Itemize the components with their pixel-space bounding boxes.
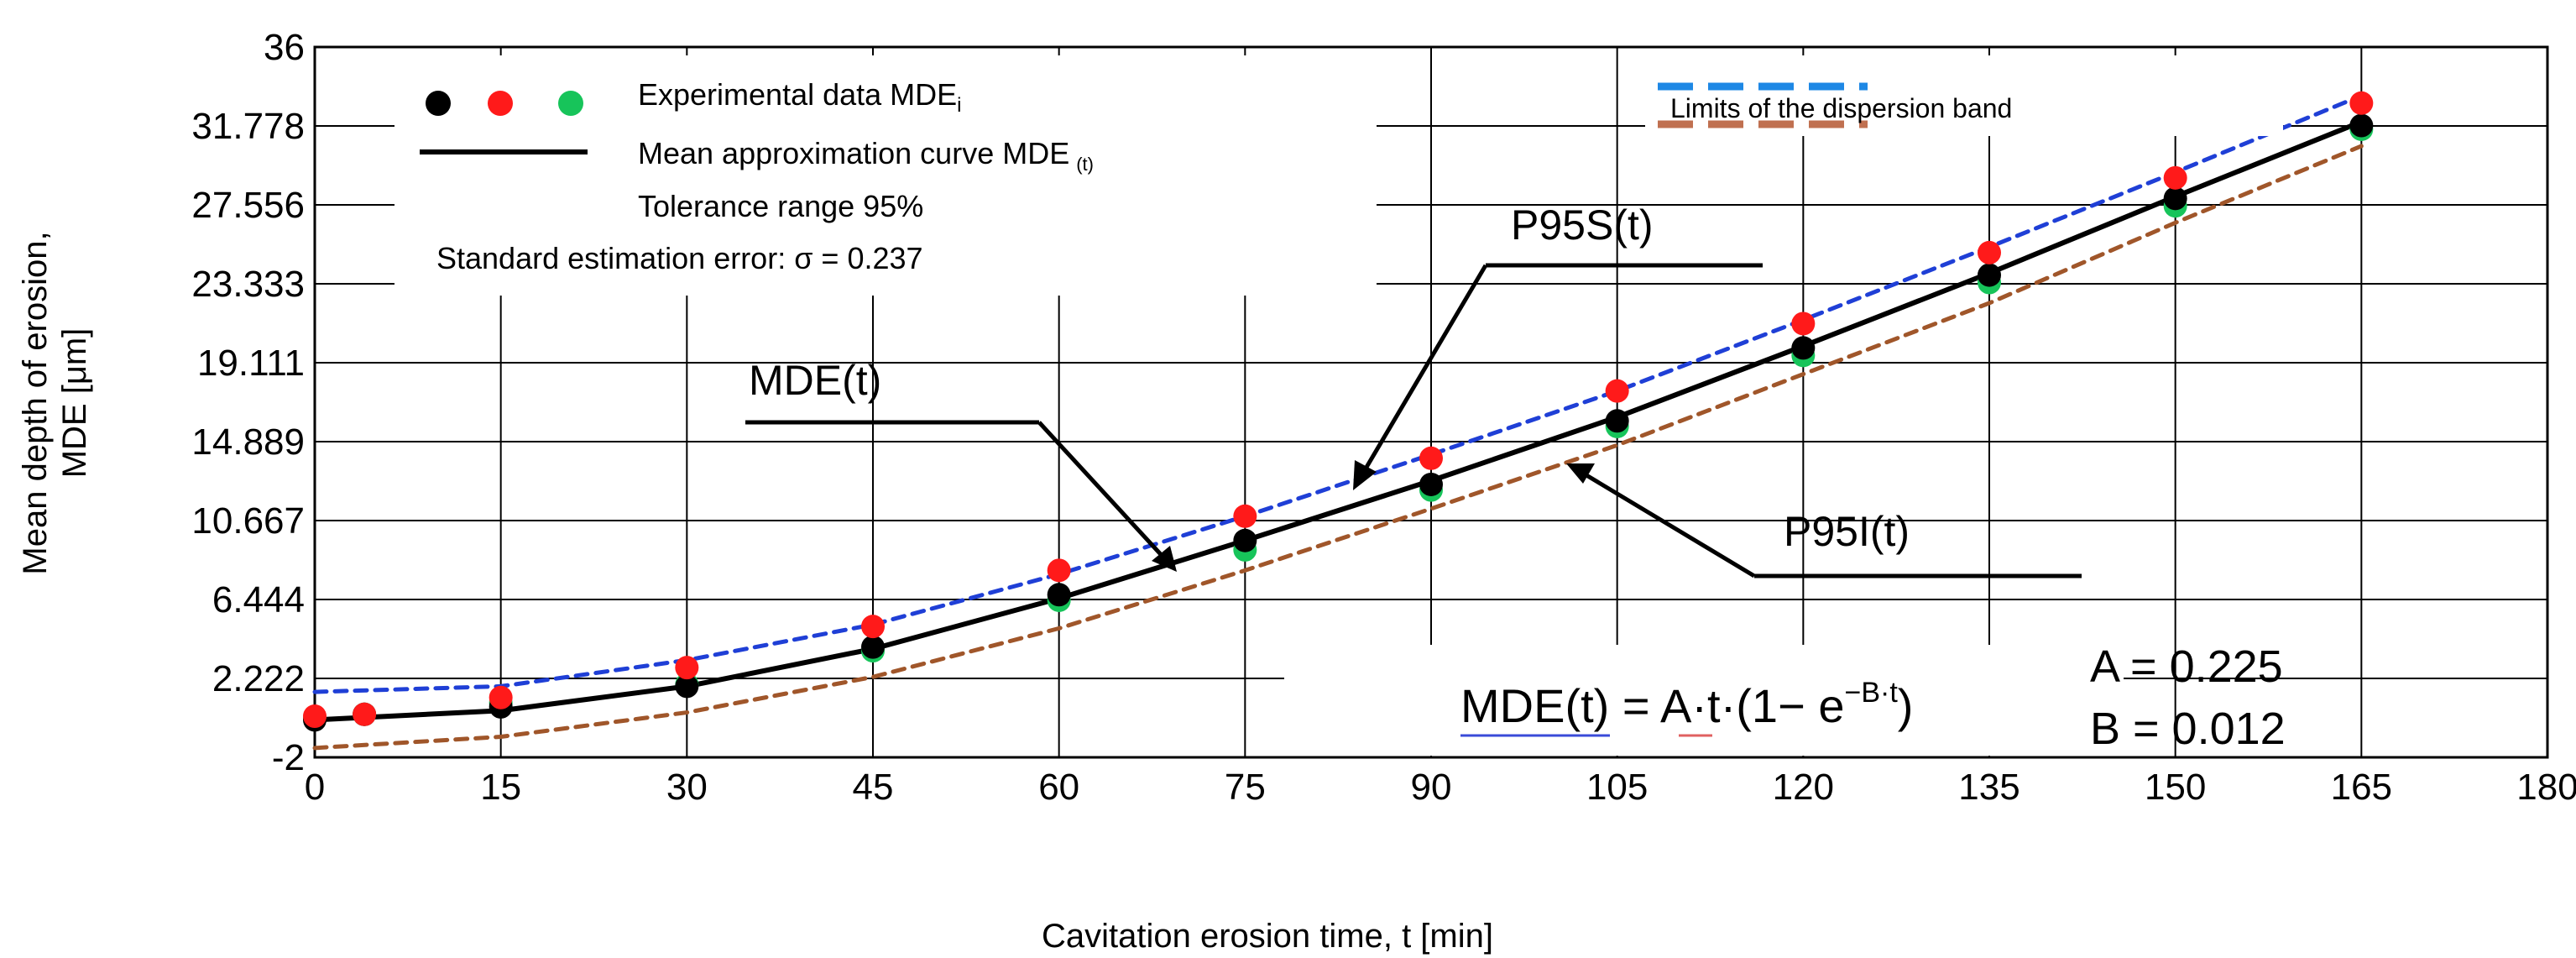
y-tick-label: 14.889 [191, 421, 305, 463]
y-axis-label-line1: Mean depth of erosion, [17, 231, 54, 574]
formula-exponent: −B·t [1844, 677, 1898, 709]
formula-paren-open: ( [1736, 679, 1752, 732]
x-tick-label: 15 [480, 767, 521, 808]
legend-tolerance-label: Tolerance range 95% [638, 189, 923, 223]
legend-limits-background [1645, 55, 2283, 136]
x-tick-label: 105 [1586, 767, 1648, 808]
legend-experimental-subscript: i [957, 94, 961, 117]
legend-experimental-text: Experimental data MDE [638, 77, 957, 112]
y-tick-labels: -2 2.222 6.444 10.667 14.889 19.111 23.333 27.5… [191, 27, 305, 778]
annotation-p95i-arrow-shaft [1576, 468, 1756, 578]
data-point [675, 656, 699, 680]
annotation-mde-arrow-shaft [1037, 421, 1168, 563]
y-tick-label: 2.222 [212, 658, 305, 699]
x-tick-label: 150 [2145, 767, 2206, 808]
legend-std-error-label: Standard estimation error: σ = 0.237 [436, 241, 923, 275]
x-tick-label: 135 [1958, 767, 2020, 808]
annotation-mde-arrowhead [1152, 546, 1177, 572]
data-point [353, 702, 377, 726]
data-point [1419, 446, 1443, 470]
y-tick-label: 6.444 [212, 579, 305, 620]
annotation-p95s: P95S(t) [1511, 202, 1654, 249]
x-tick-label: 60 [1038, 767, 1079, 808]
legend-experimental-label: Experimental data MDEi [638, 77, 962, 117]
data-point [1233, 528, 1257, 552]
y-tick-label: 19.111 [197, 343, 305, 384]
annotation-p95i: P95I(t) [1784, 508, 1910, 555]
data-point [1233, 504, 1257, 528]
data-point [2349, 91, 2374, 115]
formula-background [1284, 645, 2124, 756]
formula-one-minus-e: 1− e [1752, 679, 1845, 732]
upper-limit-curve [312, 93, 2364, 694]
x-tick-label: 30 [666, 767, 708, 808]
legend-marker-red [488, 91, 513, 116]
x-tick-label: 0 [305, 767, 325, 808]
y-tick-label: 23.333 [191, 264, 305, 305]
data-point [489, 685, 513, 709]
y-tick-label: 10.667 [191, 500, 305, 542]
data-point [2163, 165, 2187, 190]
data-point [675, 674, 699, 699]
data-point [1978, 263, 2001, 287]
formula-dot1: · [1691, 679, 1707, 732]
legend-mean-text: Mean approximation curve MDE [638, 136, 1069, 170]
legend-mean-subscript: (t) [1076, 154, 1094, 175]
legend-marker-black [426, 91, 451, 116]
data-point [2349, 113, 2374, 138]
x-tick-label: 120 [1773, 767, 1834, 808]
formula-t: t [1707, 679, 1721, 732]
x-axis-label: Cavitation erosion time, t [min] [1042, 918, 1493, 955]
formula-dot2: · [1721, 679, 1737, 732]
experimental-points [303, 91, 2374, 732]
data-point [1978, 240, 2001, 264]
annotation-p95i-arrowhead [1566, 463, 1595, 484]
curves [312, 93, 2364, 751]
data-point [861, 635, 885, 659]
legend-limits-label: Limits of the dispersion band [1670, 93, 2012, 123]
y-tick-label: 27.556 [191, 185, 305, 226]
data-point [1605, 379, 1629, 403]
x-tick-label: 165 [2331, 767, 2392, 808]
data-point [1791, 336, 1816, 360]
data-point [1047, 583, 1071, 607]
data-point [861, 615, 885, 639]
x-tick-label: 75 [1225, 767, 1266, 808]
annotation-p95s-arrow-shaft [1357, 264, 1488, 480]
y-axis-label-line2: MDE [μm] [56, 328, 93, 479]
legend-mean-label: Mean approximation curve MDE (t) [638, 136, 1094, 175]
formula-paren-close: ) [1898, 679, 1914, 732]
formula-equals: = [1609, 679, 1660, 732]
annotation-mde: MDE(t) [749, 357, 881, 404]
data-point [303, 704, 327, 729]
annotation-p95s-arrowhead [1353, 460, 1377, 490]
legend-marker-green [558, 91, 583, 116]
legend-background [394, 55, 1377, 296]
param-a: A = 0.225 [2090, 641, 2283, 692]
x-tick-label: 45 [853, 767, 894, 808]
y-tick-label: 36 [264, 27, 305, 68]
data-point [2163, 186, 2187, 211]
x-tick-labels: 0 15 30 45 60 75 90 105 120 135 150 165 180 [305, 767, 2576, 808]
formula-lhs: MDE(t) [1460, 679, 1609, 732]
data-point [1047, 558, 1071, 583]
x-tick-label: 90 [1411, 767, 1452, 808]
data-point [1791, 311, 1816, 336]
mean-approximation-curve [312, 119, 2364, 723]
formula: MDE(t) = A·t·(1− e−B·t) [1460, 677, 1913, 732]
lower-limit-curve [312, 144, 2364, 751]
y-tick-label: -2 [272, 737, 305, 778]
formula-a: A [1660, 679, 1692, 732]
data-point [1605, 409, 1629, 433]
param-b: B = 0.012 [2090, 704, 2286, 754]
data-point [1419, 472, 1443, 496]
y-tick-label: 31.778 [191, 106, 305, 147]
x-tick-label: 180 [2516, 767, 2576, 808]
